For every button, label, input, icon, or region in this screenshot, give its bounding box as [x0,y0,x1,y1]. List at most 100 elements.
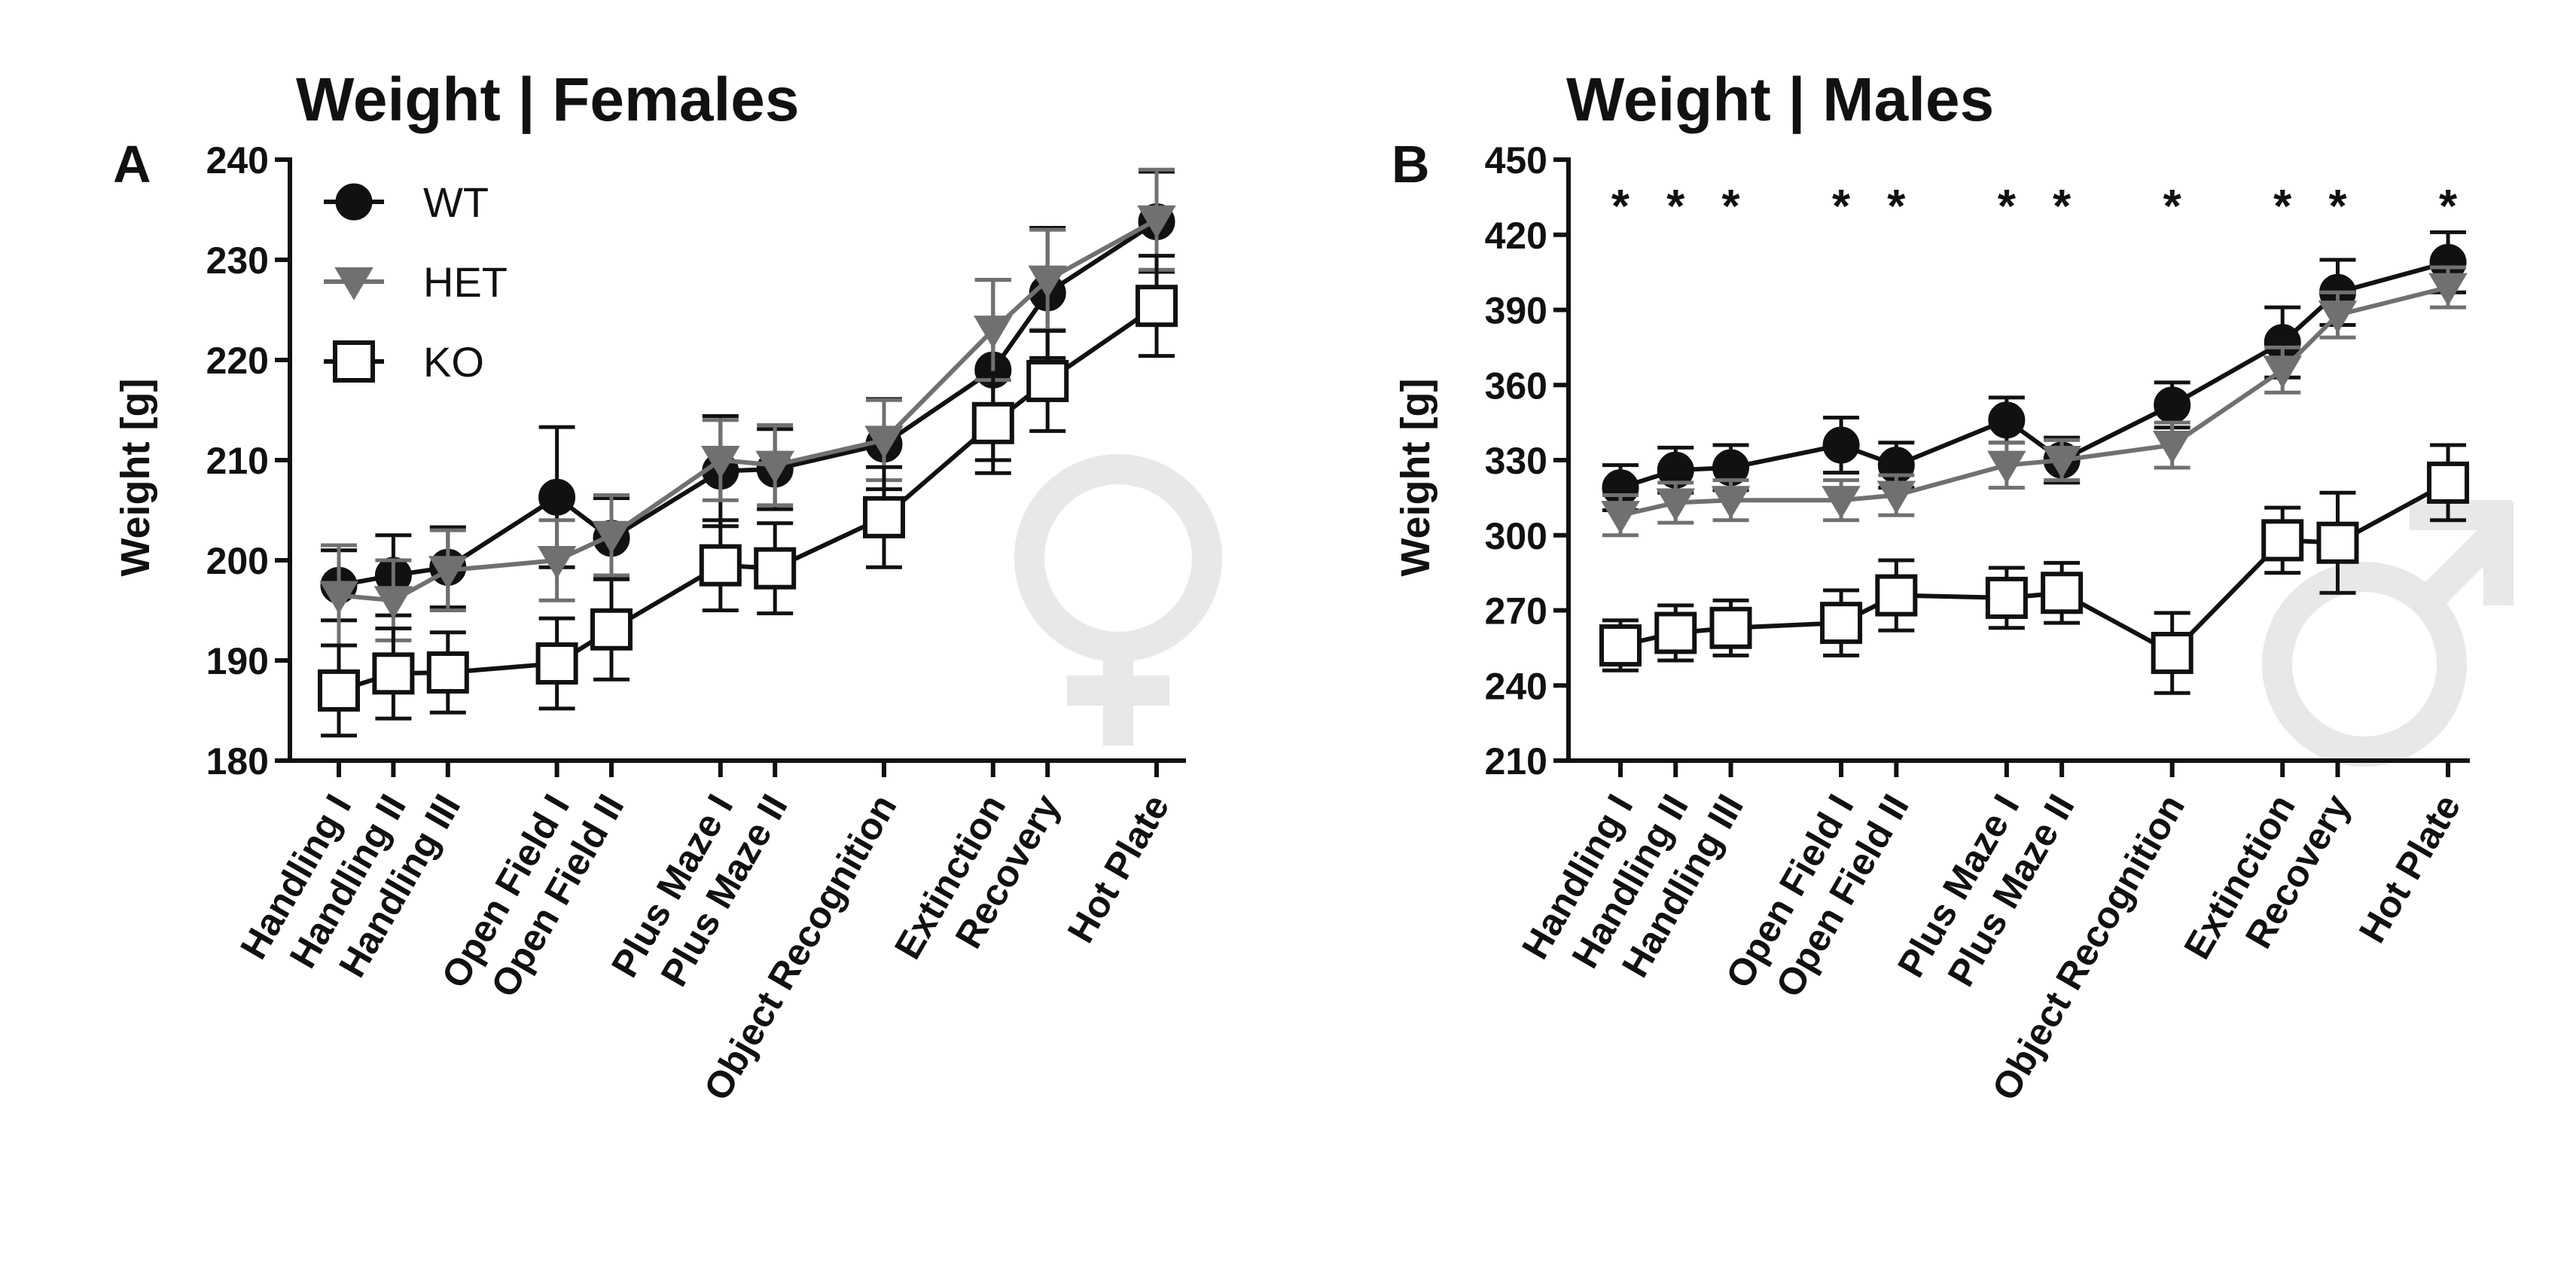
data-point [1137,205,1176,239]
panel-a-title: Weight | Females [296,66,800,135]
y-tick-label: 450 [1485,139,1547,181]
y-tick-label: 240 [206,139,269,181]
legend-marker [334,267,373,300]
data-point [372,652,415,695]
legend-entry-ko: KO [324,338,484,386]
data-point [2428,273,2468,307]
significance-marker: * [2273,181,2292,233]
legend-label: HET [423,258,508,306]
data-point [2151,632,2193,675]
y-tick-label: 180 [206,740,269,782]
panel-a-y-ticks: 180 190 200 210 220 230 240 [206,139,290,782]
male-symbol [2262,500,2514,767]
series-ko [318,254,1178,738]
data-point [1822,426,1860,464]
significance-marker: * [1611,181,1630,233]
data-point [755,450,794,484]
data-point [863,496,905,538]
data-point [2316,521,2359,564]
data-point [428,556,468,590]
data-point [592,520,631,554]
y-tick-label: 220 [206,340,269,382]
y-tick-label: 300 [1485,515,1547,557]
legend-entry-wt: WT [324,178,489,226]
data-point [538,478,576,516]
significance-marker: * [2328,181,2347,233]
data-point [754,547,797,590]
data-point [1711,486,1751,519]
significance-marker: * [1666,181,1685,233]
series-het [1601,265,2468,538]
significance-marker: * [1832,181,1851,233]
y-tick-label: 210 [1485,740,1547,782]
significance-marker: * [2053,181,2071,233]
data-point [864,425,904,459]
data-point [1821,486,1861,519]
data-point [1820,602,1863,645]
data-point [1876,480,1916,514]
y-tick-label: 360 [1485,364,1547,407]
legend-marker [333,340,375,383]
data-point [2427,461,2470,504]
data-point [426,651,469,694]
x-tick-label-hot-plate: Hot Plate [2351,788,2469,950]
panel-a-series [318,167,1178,738]
panel-b-males: Weight | Males B Weight [g] 210 240 270 300… [1392,66,2514,1108]
y-tick-label: 200 [206,540,269,582]
data-point [1988,401,2026,439]
y-tick-label: 420 [1485,215,1547,257]
panel-a-letter: A [113,135,151,194]
significance-marker: * [1887,181,1906,233]
data-point [2263,355,2302,389]
data-point [2261,519,2304,562]
data-point [971,401,1014,444]
panel-b-y-axis-label: Weight [g] [1393,379,1438,577]
data-point [535,642,578,685]
data-point [2154,386,2191,424]
y-tick-label: 390 [1485,290,1547,332]
data-point [1654,612,1697,654]
data-point [1987,450,2026,484]
panel-b-y-ticks: 210 240 270 300 330 360 390 420 450 [1485,139,1568,782]
data-point [1026,359,1069,402]
data-point [373,586,413,619]
x-tick-label-object-recognition: Object Recognition [696,788,905,1108]
data-point [2318,300,2358,334]
data-point [1656,488,1696,522]
data-point [318,669,360,712]
data-point [701,446,740,479]
data-point [1028,265,1067,299]
significance-marker: * [1998,181,2017,233]
data-point [1875,574,1918,617]
x-tick-label-object-recognition: Object Recognition [1984,788,2193,1108]
data-point [974,316,1013,349]
panel-b-title: Weight | Males [1566,66,1994,135]
y-tick-label: 210 [206,440,269,482]
significance-marker: * [2439,181,2458,233]
panel-b-series [1599,230,2470,695]
data-point [1601,501,1640,534]
y-tick-label: 270 [1485,590,1547,633]
panel-a-females: Weight | Females A Weight [g] 180 190 200 2… [113,66,1222,1108]
data-point [1709,606,1752,649]
data-point [1985,576,2028,619]
y-tick-label: 230 [206,239,269,282]
y-tick-label: 330 [1485,440,1547,482]
y-tick-label: 240 [1485,665,1547,707]
legend-label: WT [423,178,489,226]
female-symbol [1014,454,1222,746]
y-tick-label: 190 [206,640,269,682]
data-point [1599,624,1642,667]
data-point [2042,446,2081,479]
panel-a-legend: WT HET KO [324,178,508,386]
panel-b-significance: * * * * * * * * * * * [1611,181,2458,233]
series-wt [1602,230,2467,512]
data-point [1136,285,1178,328]
significance-marker: * [2163,181,2182,233]
panel-b-letter: B [1392,135,1430,194]
data-point [2041,572,2084,615]
significance-marker: * [1721,181,1740,233]
data-point [699,544,742,587]
